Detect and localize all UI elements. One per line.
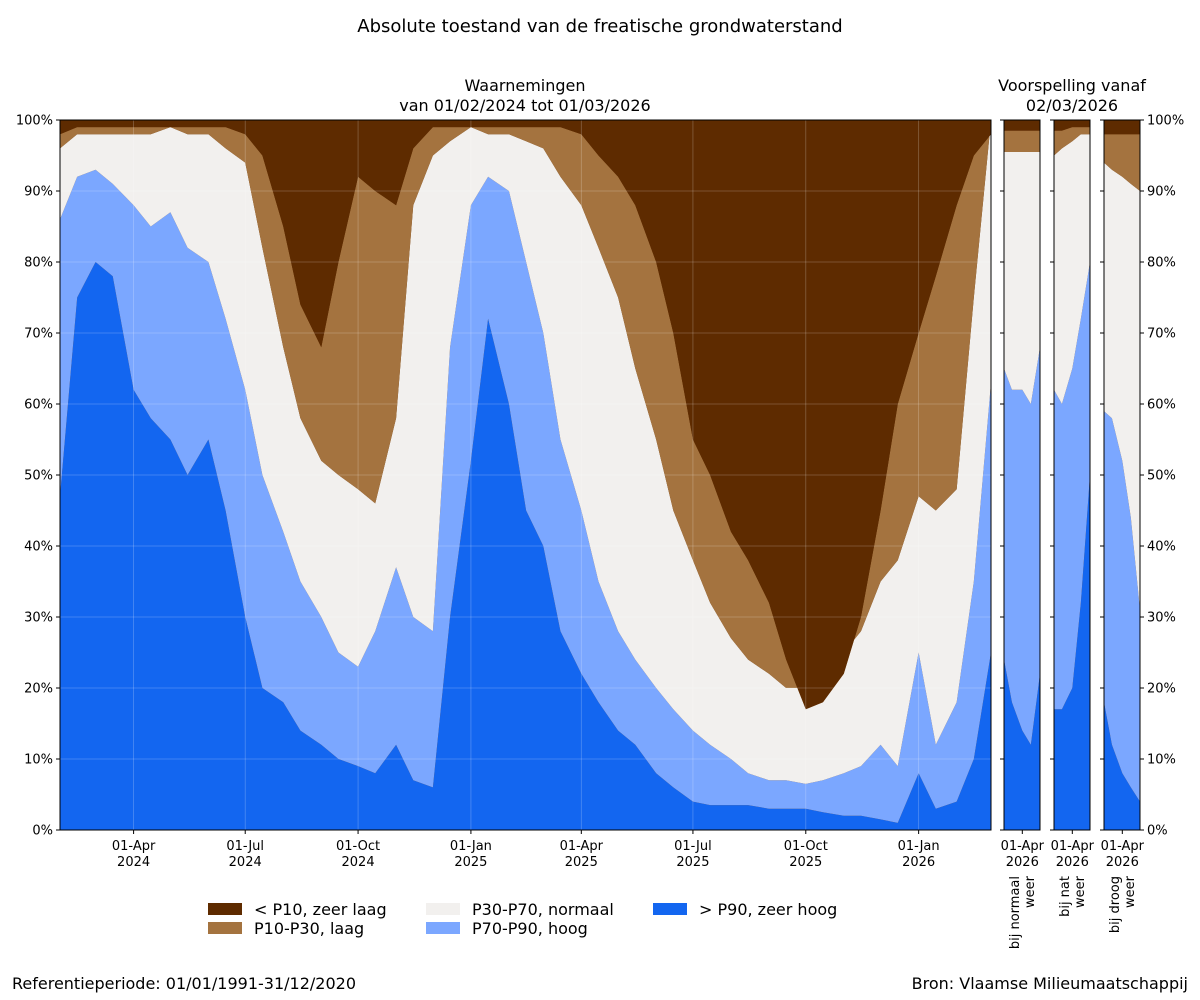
forecast-x-tick-year: 2026: [1056, 855, 1089, 870]
y-tick-label: 90%: [24, 185, 53, 200]
main-area-normaal: [60, 120, 991, 784]
main-panel-title-line1: Waarnemingen: [464, 76, 586, 95]
x-tick-year: 2026: [902, 855, 935, 870]
forecast-panel-title: Voorspelling vanaf 02/03/2026: [972, 76, 1172, 116]
right-y-tick-label: 80%: [1147, 256, 1176, 271]
forecast-x-tick-year: 2026: [1006, 855, 1039, 870]
x-tick-label: 01-Jan: [898, 839, 940, 854]
right-y-tick-label: 20%: [1147, 682, 1176, 697]
main-area-hoog: [60, 169, 991, 823]
main-plot: 0%10%20%30%40%50%60%70%80%90%100%01-Apr2…: [16, 114, 992, 870]
forecast-area-zeer-hoog: [1054, 475, 1090, 830]
legend-label-zeer-laag: < P10, zeer laag: [254, 899, 387, 919]
x-tick-year: 2025: [676, 855, 709, 870]
main-area-zeer-hoog: [60, 262, 991, 830]
forecast-area-zeer-hoog: [1104, 702, 1140, 830]
forecast-scenario-label-weather: weer: [1123, 875, 1138, 908]
x-tick-year: 2024: [117, 855, 150, 870]
forecast-area-laag: [1004, 130, 1040, 152]
main-panel-title-line2: van 01/02/2024 tot 01/03/2026: [399, 96, 651, 115]
y-tick-label: 70%: [24, 327, 53, 342]
right-y-tick-label: 30%: [1147, 611, 1176, 626]
forecast-area-hoog: [1104, 411, 1140, 802]
main-panel-title: Waarnemingen van 01/02/2024 tot 01/03/20…: [300, 76, 750, 116]
legend-swatch-hoog: [426, 922, 460, 934]
legend-label-laag: P10-P30, laag: [254, 918, 365, 938]
legend-swatch-laag: [208, 922, 242, 934]
forecast-panel-title-line1: Voorspelling vanaf: [998, 76, 1146, 95]
y-tick-label: 100%: [16, 114, 53, 129]
chart-suptitle: Absolute toestand van de freatische gron…: [357, 16, 843, 37]
forecast-scenario-label-weather: weer: [1073, 875, 1088, 908]
legend-label-normaal: P30-P70, normaal: [472, 899, 614, 919]
x-tick-year: 2025: [454, 855, 487, 870]
legend-item-normaal: P30-P70, normaal: [426, 899, 614, 919]
forecast-area-laag: [1104, 134, 1140, 191]
x-tick-year: 2024: [342, 855, 375, 870]
legend-item-zeer-hoog: > P90, zeer hoog: [653, 899, 838, 919]
legend-swatch-zeer-hoog: [653, 903, 687, 915]
forecast-area-hoog: [1054, 262, 1090, 710]
right-y-tick-label: 60%: [1147, 398, 1176, 413]
legend-swatch-normaal: [426, 903, 460, 915]
forecast-x-tick-year: 2026: [1106, 855, 1139, 870]
right-y-tick-label: 70%: [1147, 327, 1176, 342]
x-tick-label: 01-Apr: [560, 839, 604, 854]
forecast-x-tick-label: 01-Apr: [1101, 839, 1145, 854]
forecast-area-zeer-laag: [1054, 120, 1090, 131]
y-tick-label: 50%: [24, 469, 53, 484]
right-y-tick-label: 10%: [1147, 753, 1176, 768]
x-tick-label: 01-Oct: [336, 839, 380, 854]
x-tick-year: 2025: [565, 855, 598, 870]
x-tick-year: 2024: [229, 855, 262, 870]
forecast-area-normaal: [1104, 162, 1140, 610]
right-y-tick-label: 90%: [1147, 185, 1176, 200]
legend-item-hoog: P70-P90, hoog: [426, 918, 588, 938]
right-y-tick-label: 40%: [1147, 540, 1176, 555]
forecast-x-tick-label: 01-Apr: [1001, 839, 1045, 854]
forecast-area-zeer-hoog: [1004, 659, 1040, 830]
forecast-area-zeer-laag: [1104, 120, 1140, 135]
x-tick-label: 01-Oct: [784, 839, 828, 854]
forecast-area-laag: [1054, 127, 1090, 156]
right-y-tick-label: 50%: [1147, 469, 1176, 484]
x-tick-label: 01-Jul: [226, 839, 264, 854]
legend-item-laag: P10-P30, laag: [208, 918, 365, 938]
x-tick-label: 01-Jan: [450, 839, 492, 854]
forecast-area-hoog: [1004, 347, 1040, 745]
y-tick-label: 30%: [24, 611, 53, 626]
forecast-scenario-label: bij normaal: [1008, 876, 1023, 949]
y-tick-label: 20%: [24, 682, 53, 697]
main-area-zeer-laag: [60, 120, 991, 710]
footer-source: Bron: Vlaamse Milieumaatschappij: [911, 974, 1188, 993]
forecast-area-normaal: [1054, 134, 1090, 404]
y-tick-label: 80%: [24, 256, 53, 271]
legend-label-hoog: P70-P90, hoog: [472, 918, 588, 938]
footer-reference-period: Referentieperiode: 01/01/1991-31/12/2020: [12, 974, 356, 993]
y-tick-label: 40%: [24, 540, 53, 555]
legend-swatch-zeer-laag: [208, 903, 242, 915]
right-y-tick-label: 100%: [1147, 114, 1184, 129]
x-tick-label: 01-Jul: [674, 839, 712, 854]
legend-label-zeer-hoog: > P90, zeer hoog: [699, 899, 838, 919]
forecast-area-zeer-laag: [1004, 120, 1040, 131]
right-y-tick-label: 0%: [1147, 824, 1168, 839]
forecast-scenario-label: bij nat: [1058, 876, 1073, 917]
legend-item-zeer-laag: < P10, zeer laag: [208, 899, 387, 919]
y-tick-label: 10%: [24, 753, 53, 768]
x-tick-year: 2025: [789, 855, 822, 870]
y-tick-label: 60%: [24, 398, 53, 413]
forecast-area-normaal: [1004, 151, 1040, 404]
x-tick-label: 01-Apr: [112, 839, 156, 854]
forecast-panel-title-line2: 02/03/2026: [1025, 96, 1119, 115]
forecast-scenario-label-weather: weer: [1023, 875, 1038, 908]
forecast-scenario-label: bij droog: [1108, 876, 1123, 933]
forecast-x-tick-label: 01-Apr: [1051, 839, 1095, 854]
y-tick-label: 0%: [32, 824, 53, 839]
